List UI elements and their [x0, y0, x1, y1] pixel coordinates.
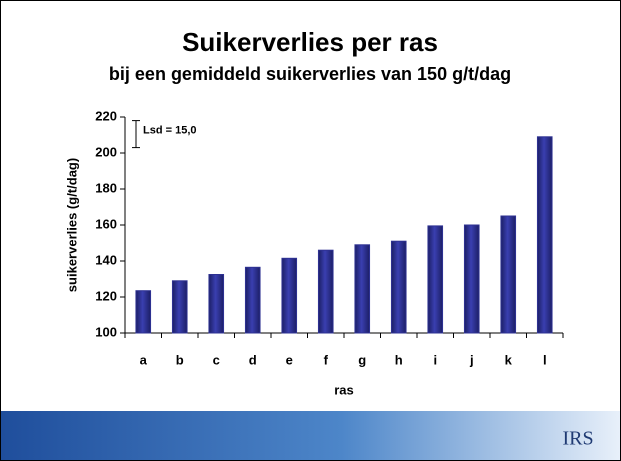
- y-tick-label: 200: [95, 144, 117, 159]
- x-tick-label: k: [505, 352, 513, 367]
- x-tick-label: a: [140, 352, 148, 367]
- bar: [317, 249, 334, 334]
- bar: [135, 290, 152, 334]
- bar: [390, 240, 407, 334]
- bar: [281, 257, 298, 334]
- y-axis-label: suikerverlies (g/t/dag): [64, 158, 79, 292]
- bar: [244, 266, 261, 334]
- bar: [463, 224, 480, 334]
- lsd-label: Lsd = 15,0: [143, 125, 197, 137]
- x-tick-label: b: [176, 352, 184, 367]
- bar: [208, 274, 225, 334]
- bar: [536, 136, 553, 334]
- x-axis-label: ras: [334, 382, 354, 397]
- bar: [427, 225, 444, 334]
- chart-title: Suikerverlies per ras: [182, 27, 438, 57]
- bar: [354, 244, 371, 334]
- footer-band: [1, 411, 620, 460]
- y-tick-label: 160: [95, 216, 117, 231]
- x-tick-label: e: [286, 352, 293, 367]
- x-tick-label: i: [433, 352, 437, 367]
- x-tick-label: g: [358, 352, 366, 367]
- y-tick-label: 140: [95, 252, 117, 267]
- logo: IRS: [562, 428, 593, 450]
- y-tick-label: 120: [95, 288, 117, 303]
- x-tick-label: c: [213, 352, 220, 367]
- y-tick-label: 180: [95, 180, 117, 195]
- x-tick-label: d: [249, 352, 257, 367]
- y-tick-label: 100: [95, 324, 117, 339]
- x-tick-label: l: [543, 352, 547, 367]
- bar: [500, 215, 517, 334]
- x-tick-label: f: [324, 352, 329, 367]
- chart-subtitle: bij een gemiddeld suikerverlies van 150 …: [109, 64, 511, 84]
- y-tick-label: 220: [95, 108, 117, 123]
- x-tick-label: j: [469, 352, 474, 367]
- bar: [171, 280, 188, 334]
- x-tick-label: h: [395, 352, 403, 367]
- lsd-bar: [132, 120, 140, 149]
